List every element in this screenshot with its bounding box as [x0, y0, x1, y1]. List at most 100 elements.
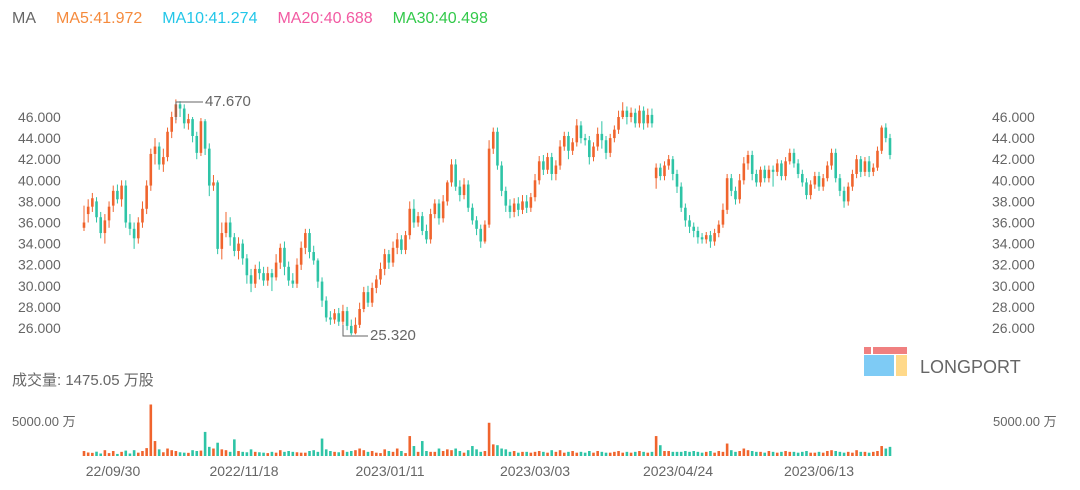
candle-body [366, 292, 370, 303]
candle [834, 148, 838, 183]
price-tick-left: 26.000 [18, 320, 61, 336]
candle-body [629, 112, 633, 117]
price-tick-right: 40.000 [992, 172, 1035, 188]
candle-body [763, 169, 767, 179]
x-tick-label: 22/09/30 [86, 463, 141, 479]
candle-body [554, 165, 558, 174]
candle-body [596, 133, 599, 147]
candle-body [370, 287, 374, 303]
candle [153, 138, 157, 165]
candle-body [521, 201, 524, 210]
candle [817, 171, 821, 191]
candle-body [99, 217, 102, 234]
volume-bar [395, 448, 399, 456]
candle-body [675, 173, 679, 187]
volume-bar [550, 450, 554, 456]
candle-body [270, 273, 274, 278]
volume-bar [759, 451, 762, 456]
candle [316, 258, 320, 288]
candle-body [278, 247, 282, 263]
candle [579, 121, 583, 144]
volume-bar [646, 452, 650, 456]
volume-bar [675, 451, 679, 456]
volume-bar [375, 452, 378, 456]
x-axis: 22/09/30 2022/11/18 2023/01/11 2023/03/03 20… [86, 463, 854, 479]
candle-body [433, 203, 437, 215]
candle [471, 203, 474, 225]
candle [621, 102, 625, 120]
candles [82, 99, 892, 336]
candle [826, 161, 829, 182]
candle-body [709, 235, 712, 242]
ma20-value: MA20:40.688 [277, 10, 373, 27]
annotations: 47.670 25.320 [175, 93, 416, 344]
candle [437, 199, 441, 225]
candle [704, 231, 708, 244]
candle [362, 286, 366, 313]
candle-body [91, 198, 94, 207]
volume-bar [667, 451, 670, 456]
candle [253, 264, 257, 288]
candle [408, 201, 412, 240]
volume-bar [608, 452, 612, 456]
candle [487, 140, 491, 228]
candle-body [295, 264, 299, 284]
volume-bar [746, 450, 750, 456]
volume-bar [562, 452, 566, 456]
volume-bar [596, 451, 599, 456]
volume-bar [329, 451, 332, 456]
candle [750, 150, 754, 181]
volume-bar [124, 450, 128, 456]
candle [207, 143, 211, 197]
volume-bar [316, 451, 320, 456]
candle [86, 199, 90, 223]
candle [730, 173, 733, 197]
candle-body [128, 222, 132, 229]
candle [583, 133, 587, 146]
volume-bar [366, 451, 370, 456]
candle [375, 275, 378, 294]
candle [496, 127, 499, 170]
candle-body [103, 220, 107, 234]
candle [851, 169, 854, 191]
candle [274, 254, 278, 281]
candle-body [834, 152, 838, 179]
x-tick-label: 2023/04/24 [643, 463, 713, 479]
candle [742, 157, 746, 185]
volume-bar [859, 451, 863, 456]
candle [888, 133, 892, 160]
candle-body [842, 190, 846, 202]
candle-body [496, 131, 499, 166]
volume-bar [663, 451, 666, 456]
candle-body [466, 184, 470, 208]
candle-body [312, 252, 315, 261]
candle [567, 131, 570, 160]
candle-body [621, 110, 625, 117]
candle-body [633, 112, 637, 124]
candle-body [136, 222, 140, 239]
volume-bar [638, 451, 641, 456]
ma30-value: MA30:40.498 [392, 10, 488, 27]
candle-body [203, 121, 207, 149]
candle-body [266, 273, 270, 281]
x-tick-label: 2022/11/18 [209, 463, 278, 479]
volume-bar [157, 449, 161, 456]
candle [199, 118, 203, 157]
candle-body [199, 121, 203, 153]
candle [441, 195, 445, 223]
volume-bar [817, 451, 821, 456]
volume-bar [337, 452, 341, 456]
price-tick-right: 42.000 [992, 151, 1035, 167]
candle-body [558, 146, 562, 166]
volume-bar [721, 451, 725, 456]
candle [855, 154, 858, 179]
candle-body [784, 161, 787, 177]
candle [575, 119, 579, 147]
volume-bar [312, 450, 315, 456]
candle [600, 121, 604, 149]
candle [625, 106, 629, 125]
candle-body [400, 239, 403, 250]
candle-body [859, 159, 863, 172]
volume-bar [821, 452, 825, 456]
